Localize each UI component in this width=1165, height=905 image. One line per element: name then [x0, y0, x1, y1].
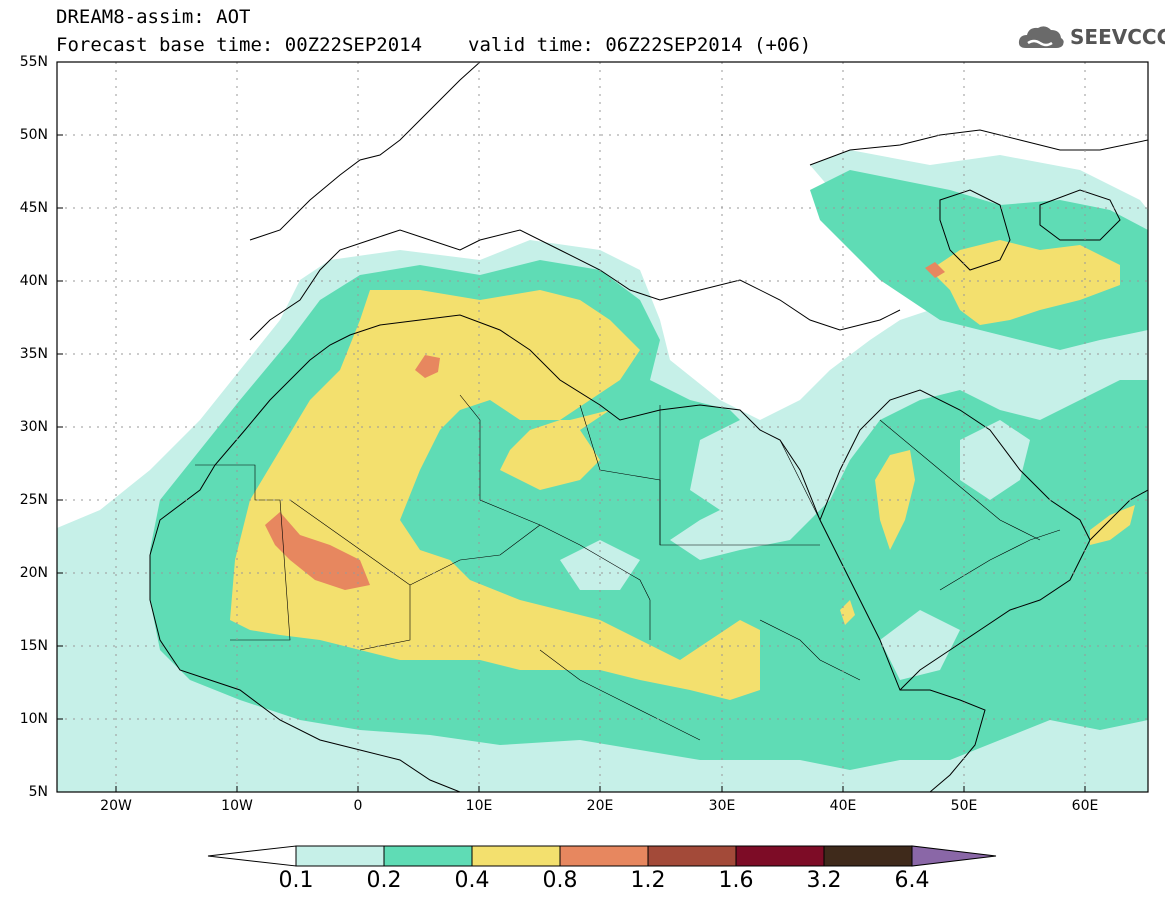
colorbar-segment-4: [559, 845, 649, 867]
colorbar-label-3.2: 3.2: [806, 868, 842, 893]
lon-label-50e: 50E: [950, 798, 978, 814]
lat-label-5n: 5N: [28, 784, 48, 800]
colorbar-segment-6: [735, 845, 825, 867]
colorbar-label-6.4: 6.4: [894, 868, 930, 893]
colorbar-label-1.6: 1.6: [718, 868, 754, 893]
colorbar-lower-triangle: [207, 845, 297, 867]
aot-level-0.8: [265, 262, 945, 590]
lat-label-35n: 35N: [19, 346, 48, 362]
lon-label-30e: 30E: [708, 798, 736, 814]
logo-text: SEEVCCC: [1070, 25, 1165, 49]
map-title: DREAM8-assim: AOT: [56, 6, 251, 28]
colorbar-segment-2: [383, 845, 473, 867]
country-borders: [195, 394, 1061, 741]
lat-label-30n: 30N: [19, 419, 48, 435]
forecast-times: Forecast base time: 00Z22SEP2014 valid ti…: [56, 34, 811, 56]
lat-label-50n: 50N: [19, 127, 48, 143]
lat-label-55n: 55N: [19, 54, 48, 70]
lon-label-40e: 40E: [829, 798, 857, 814]
colorbar-label-1.2: 1.2: [630, 868, 666, 893]
colorbar-segment-7: [823, 845, 913, 867]
lat-label-40n: 40N: [19, 273, 48, 289]
cloud-icon: [1018, 26, 1064, 48]
lat-label-10n: 10N: [19, 711, 48, 727]
colorbar-label-0.2: 0.2: [366, 868, 402, 893]
colorbar-label-0.1: 0.1: [278, 868, 314, 893]
aot-holes: [560, 420, 1030, 680]
colorbar-label-0.8: 0.8: [542, 868, 578, 893]
valid-time: valid time: 06Z22SEP2014 (+06): [468, 34, 812, 56]
colorbar-segment-3: [471, 845, 561, 867]
coastlines: [149, 62, 1148, 792]
lat-label-25n: 25N: [19, 492, 48, 508]
colorbar-upper-triangle: [911, 845, 997, 867]
lon-label-20e: 20E: [586, 798, 614, 814]
lon-label-60e: 60E: [1071, 798, 1099, 814]
colorbar: [207, 845, 997, 867]
seevccc-logo: SEEVCCC: [1016, 22, 1165, 52]
gridlines: [57, 62, 1148, 792]
base-time: Forecast base time: 00Z22SEP2014: [56, 34, 423, 56]
lat-label-15n: 15N: [19, 638, 48, 654]
colorbar-label-0.4: 0.4: [454, 868, 490, 893]
lon-label-0: 0: [353, 798, 363, 814]
lon-label-10e: 10E: [465, 798, 493, 814]
axis-ticks: [57, 61, 1086, 793]
lat-label-20n: 20N: [19, 565, 48, 581]
colorbar-segment-5: [647, 845, 737, 867]
aot-level-0.4: [230, 240, 1135, 700]
colorbar-segment-1: [295, 845, 385, 867]
lon-label-10w: 10W: [221, 798, 253, 814]
lon-label-20w: 20W: [100, 798, 132, 814]
lat-label-45n: 45N: [19, 200, 48, 216]
